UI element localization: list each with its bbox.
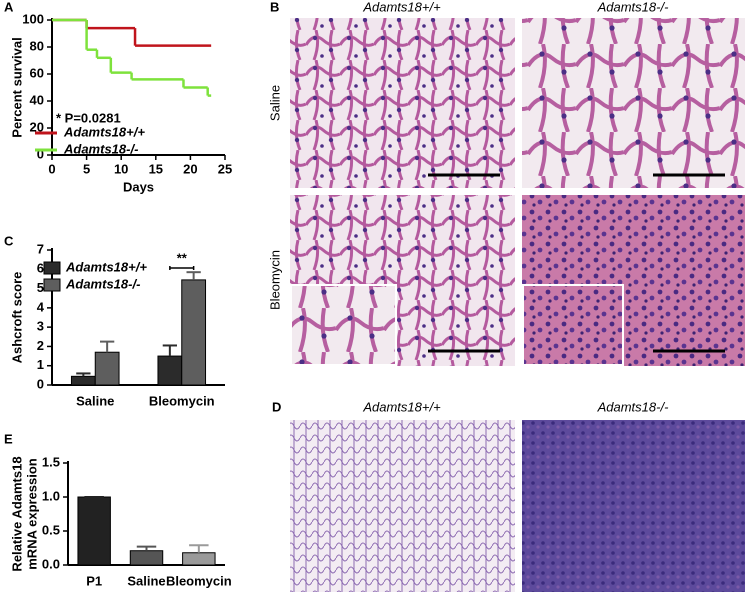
legend-label: Adamts18+/+ <box>63 124 145 139</box>
y-tick-label: 0 <box>37 146 44 161</box>
y-tick-label: 100 <box>22 11 44 26</box>
image <box>290 420 515 592</box>
x-tick-label: P1 <box>86 573 102 588</box>
inset <box>290 284 397 366</box>
bar <box>129 550 164 566</box>
x-tick-label: Bleomycin <box>166 573 232 588</box>
y-tick-label: 7 <box>37 241 44 256</box>
y-tick-label: 80 <box>30 38 44 53</box>
row-label: Bleomycin <box>267 250 282 310</box>
image <box>290 18 515 188</box>
x-tick-label: 20 <box>183 161 197 176</box>
y-tick-label: 0 <box>37 376 44 391</box>
histology-images <box>290 18 745 592</box>
y-axis-label: Ashcroft score <box>9 272 24 364</box>
legend-label: Adamts18-/- <box>63 141 138 156</box>
inset <box>522 284 624 366</box>
panel-label: A <box>4 0 14 14</box>
legend-swatch <box>43 261 61 275</box>
y-tick-label: 6 <box>37 261 44 276</box>
bar <box>70 375 96 386</box>
x-tick-label: Saline <box>127 573 165 588</box>
panel-label: B <box>270 0 279 14</box>
annotation: * P=0.0281 <box>56 110 121 125</box>
legend-swatch <box>43 278 61 292</box>
significance-bracket <box>169 266 195 270</box>
x-tick-label: 5 <box>83 161 90 176</box>
bar <box>157 355 183 386</box>
y-tick-label: 40 <box>30 92 44 107</box>
bar <box>181 279 207 386</box>
x-tick-label: 0 <box>48 161 55 176</box>
y-axis-label: Relative Adamts18 <box>9 456 24 571</box>
column-label: Adamts18-/- <box>597 399 669 414</box>
y-tick-label: 20 <box>30 119 44 134</box>
y-tick-label: 2 <box>37 338 44 353</box>
x-tick-label: Saline <box>76 393 114 408</box>
bar <box>94 351 120 386</box>
x-tick-label: 25 <box>218 161 232 176</box>
x-tick-label: 10 <box>114 161 128 176</box>
x-tick-label: 15 <box>149 161 163 176</box>
y-axis-label: mRNA expression <box>24 458 39 570</box>
legend-label: Adamts18-/- <box>65 276 140 291</box>
column-label: Adamts18+/+ <box>362 399 441 414</box>
panel-label: E <box>4 431 13 446</box>
panel-label: C <box>4 233 14 248</box>
y-tick-label: 1.5 <box>42 454 60 469</box>
panel-label: D <box>272 399 281 414</box>
y-tick-label: 1.0 <box>42 488 60 503</box>
x-axis-label: Days <box>123 179 154 194</box>
column-label: Adamts18+/+ <box>362 0 441 14</box>
annotation: ** <box>177 250 188 265</box>
y-tick-label: 5 <box>37 280 44 295</box>
image <box>522 420 745 592</box>
y-tick-label: 3 <box>37 319 44 334</box>
image <box>522 18 745 188</box>
y-tick-label: 1 <box>37 357 44 372</box>
bar <box>182 552 216 566</box>
y-axis-label: Percent survival <box>9 37 24 137</box>
y-tick-label: 4 <box>37 299 45 314</box>
y-tick-label: 0.0 <box>42 556 60 571</box>
row-label: Saline <box>267 85 282 121</box>
x-tick-label: Bleomycin <box>149 393 215 408</box>
legend-label: Adamts18+/+ <box>65 259 147 274</box>
y-tick-label: 0.5 <box>42 522 60 537</box>
column-label: Adamts18-/- <box>597 0 669 14</box>
y-tick-label: 60 <box>30 65 44 80</box>
bar <box>77 496 111 566</box>
